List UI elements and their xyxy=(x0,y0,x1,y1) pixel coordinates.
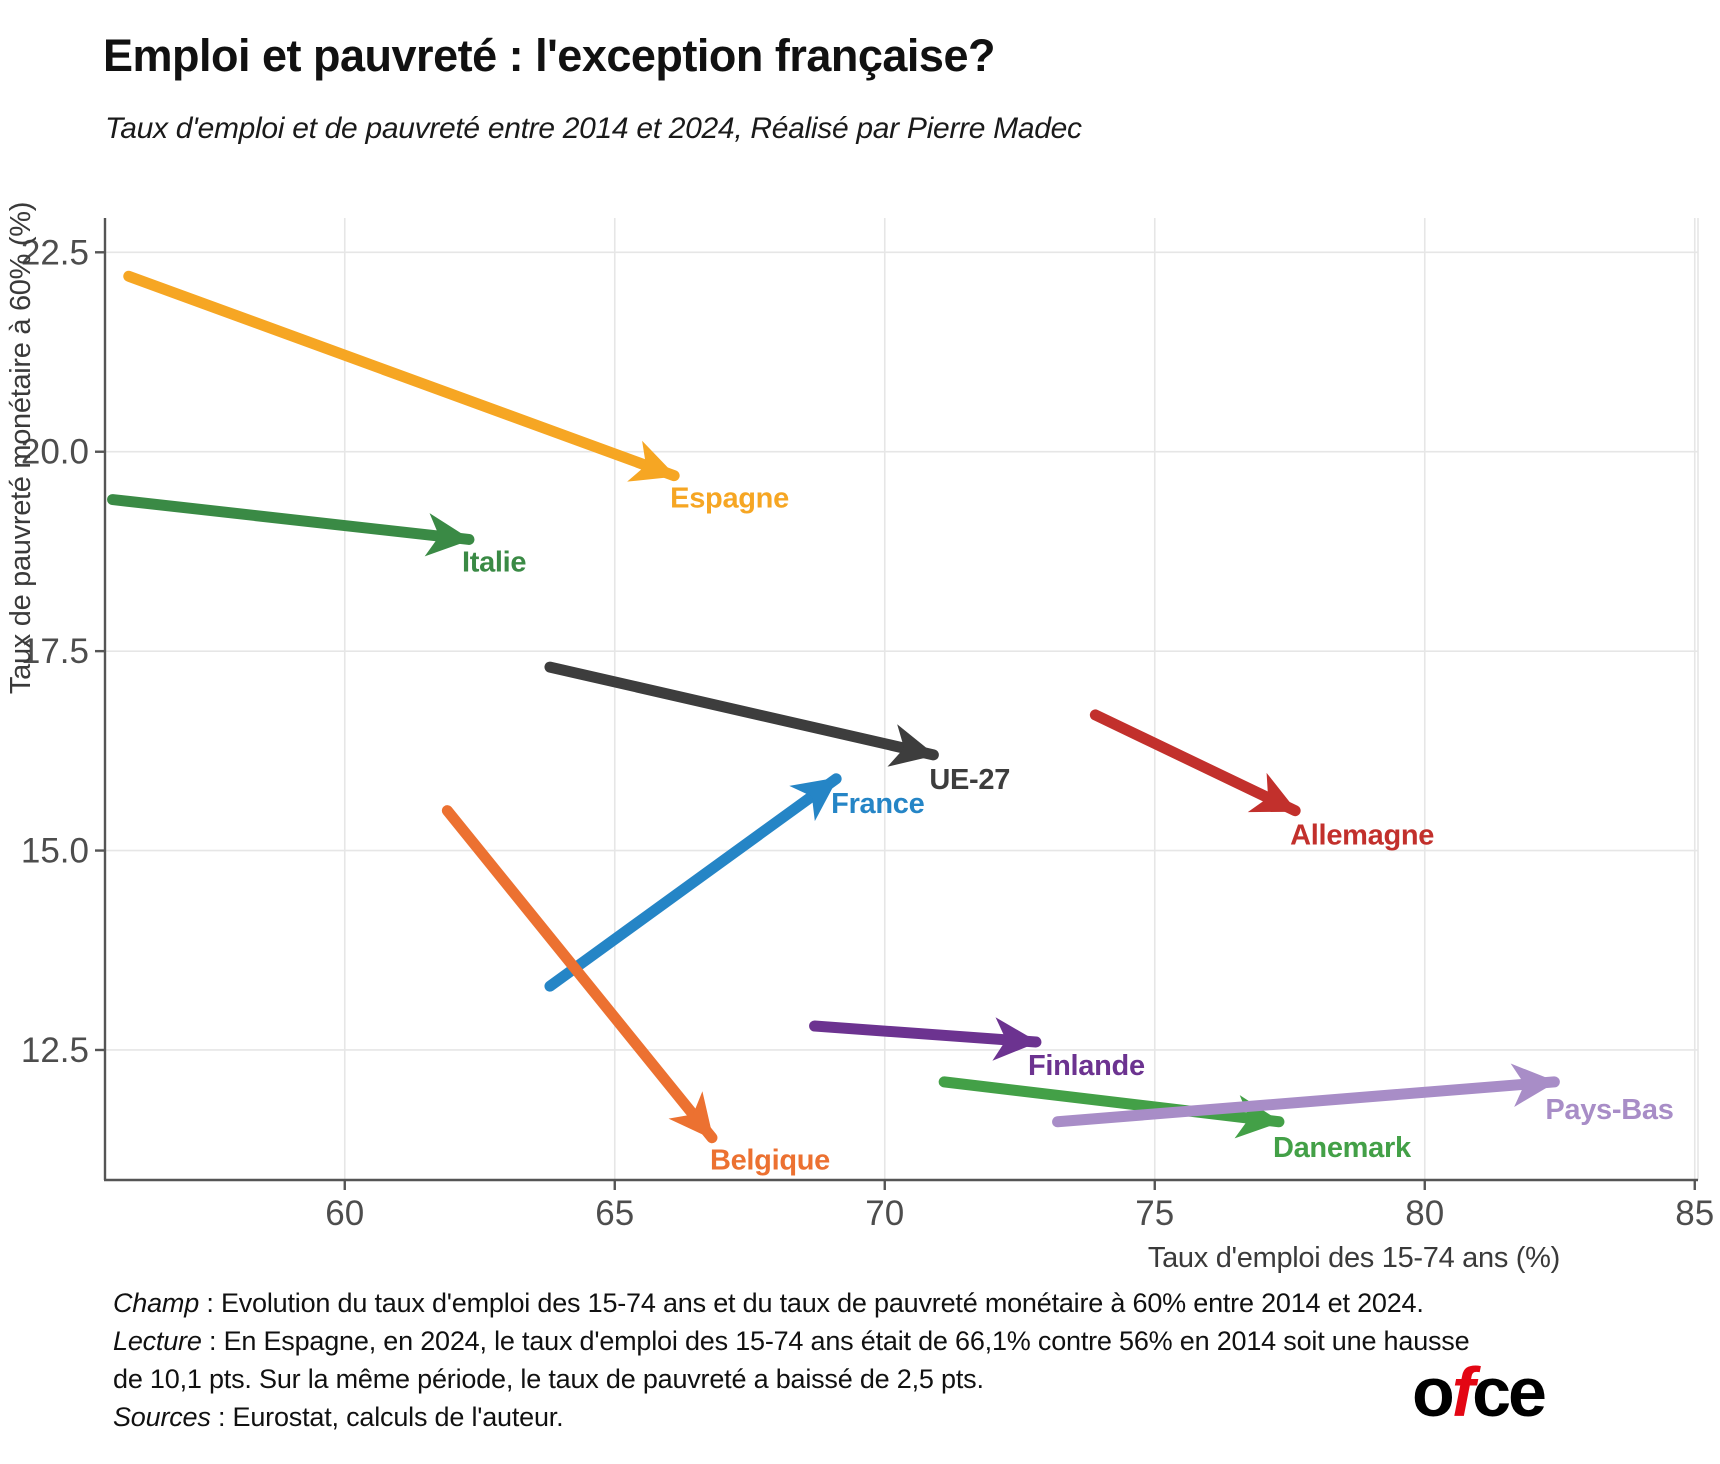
arrow-finlande xyxy=(809,1017,1042,1061)
arrow-danemark xyxy=(938,1076,1285,1139)
footnote-line: Champ : Evolution du taux d'emploi des 1… xyxy=(113,1284,1573,1322)
footnote-text: de 10,1 pts. Sur la même période, le tau… xyxy=(113,1364,984,1394)
country-label-danemark: Danemark xyxy=(1273,1132,1412,1164)
country-label-espagne: Espagne xyxy=(670,483,789,515)
y-tick-label-20: 20.0 xyxy=(21,433,89,472)
country-label-france: France xyxy=(831,788,924,820)
footnote-text: : Evolution du taux d'emploi des 15-74 a… xyxy=(199,1288,1424,1318)
arrow-italie xyxy=(107,494,475,557)
arrow-france xyxy=(544,773,842,992)
logo-letters-ce: ce xyxy=(1472,1353,1547,1431)
footnote-lead: Sources xyxy=(113,1402,211,1432)
x-axis-title: Taux d'emploi des 15-74 ans (%) xyxy=(1148,1242,1560,1274)
country-label-pays-bas: Pays-Bas xyxy=(1545,1094,1673,1126)
arrow-pays-bas xyxy=(1052,1063,1560,1128)
footnote-line: Lecture : En Espagne, en 2024, le taux d… xyxy=(113,1322,1573,1360)
footnote-text: : En Espagne, en 2024, le taux d'emploi … xyxy=(201,1326,1470,1356)
logo-letter-o: o xyxy=(1412,1353,1455,1431)
footnote-line: de 10,1 pts. Sur la même période, le tau… xyxy=(113,1360,1573,1398)
country-label-belgique: Belgique xyxy=(710,1145,830,1177)
footnote-text: : Eurostat, calculs de l'auteur. xyxy=(210,1402,564,1432)
x-tick-label-65: 65 xyxy=(595,1194,634,1233)
arrow-espagne xyxy=(123,270,680,482)
footnote-lead: Champ xyxy=(113,1288,200,1318)
x-tick-label-60: 60 xyxy=(325,1194,364,1233)
arrow-allemagne xyxy=(1089,709,1301,817)
footnote-line: Sources : Eurostat, calculs de l'auteur. xyxy=(113,1398,1573,1436)
x-tick-label-70: 70 xyxy=(865,1194,904,1233)
footnote-lead: Lecture xyxy=(113,1326,202,1356)
country-label-italie: Italie xyxy=(462,546,526,578)
y-axis-title: Taux de pauvreté monétaire à 60% (%) xyxy=(5,202,37,694)
x-tick-label-75: 75 xyxy=(1135,1194,1174,1233)
employment-poverty-arrow-chart: 60 65 70 75 80 85 22.5 20.0 17.5 15.0 12.5 Taux d'e… xyxy=(5,202,1714,1274)
ofce-logo: ofce xyxy=(1412,1352,1547,1432)
x-tick-label-85: 85 xyxy=(1675,1194,1714,1233)
chart-footnotes: Champ : Evolution du taux d'emploi des 1… xyxy=(113,1284,1573,1436)
x-tick-label-80: 80 xyxy=(1405,1194,1444,1233)
y-tick-label-22.5: 22.5 xyxy=(21,233,89,272)
arrow-belgique xyxy=(441,805,718,1144)
y-tick-label-17.5: 17.5 xyxy=(21,632,89,671)
country-label-finlande: Finlande xyxy=(1028,1050,1145,1082)
y-tick-label-15: 15.0 xyxy=(21,832,89,871)
country-label-ue-27: UE-27 xyxy=(929,764,1010,796)
chart-subtitle: Taux d'emploi et de pauvreté entre 2014 … xyxy=(105,112,1082,145)
page-title: Emploi et pauvreté : l'exception françai… xyxy=(103,30,995,81)
logo-letter-f: f xyxy=(1451,1353,1475,1431)
country-label-allemagne: Allemagne xyxy=(1290,820,1434,852)
arrow-ue-27 xyxy=(544,661,939,767)
y-tick-label-12.5: 12.5 xyxy=(21,1031,89,1070)
